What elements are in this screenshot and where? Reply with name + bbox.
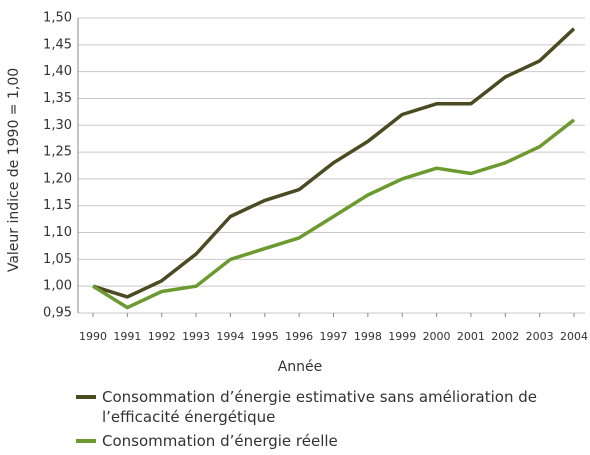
x-tick-label: 1991	[113, 330, 141, 343]
y-tick-label: 1,35	[43, 91, 72, 106]
x-tick-label: 1996	[285, 330, 313, 343]
y-tick-label: 0,95	[43, 306, 72, 321]
series-line	[92, 27, 576, 299]
x-tick-label: 1990	[79, 330, 107, 343]
y-tick-label: 1,15	[43, 198, 72, 213]
x-tick-label: 1995	[251, 330, 279, 343]
x-tick-label: 1997	[320, 330, 348, 343]
y-tick-label: 1,45	[43, 37, 72, 52]
y-tick-label: 1,10	[43, 225, 72, 240]
legend-item: Consommation d’énergie réelle	[76, 431, 556, 451]
legend-label: Consommation d’énergie estimative sans a…	[102, 388, 537, 426]
x-tick-label: 1994	[216, 330, 244, 343]
chart: Année Valeur indice de 1990 = 1,00 0,95 1…	[6, 11, 588, 376]
series-line	[92, 118, 576, 310]
x-tick-label: 2003	[526, 330, 554, 343]
x-tick-label: 2002	[491, 330, 519, 343]
x-tick-label: 2004	[560, 330, 588, 343]
legend-label: Consommation d’énergie réelle	[102, 432, 338, 450]
legend-item: Consommation d’énergie estimative sans a…	[76, 387, 556, 427]
y-tick-label: 1,25	[43, 145, 72, 160]
y-tick-label: 1,40	[43, 64, 72, 79]
legend-swatch	[76, 439, 96, 443]
x-tick-label: 2000	[423, 330, 451, 343]
y-axis-label: Valeur indice de 1990 = 1,00	[6, 68, 22, 272]
y-tick-label: 1,20	[43, 171, 72, 186]
x-tick-label: 1998	[354, 330, 382, 343]
x-axis-label: Année	[278, 359, 323, 375]
y-tick-label: 1,00	[43, 279, 72, 294]
y-tick-label: 1,50	[43, 11, 72, 26]
x-tick-label: 1999	[388, 330, 416, 343]
x-tick-label: 1993	[182, 330, 210, 343]
y-tick-label: 1,30	[43, 118, 72, 133]
x-tick-label: 1992	[148, 330, 176, 343]
y-tick-label: 1,05	[43, 252, 72, 267]
legend-swatch	[76, 395, 96, 399]
x-tick-label: 2001	[457, 330, 485, 343]
